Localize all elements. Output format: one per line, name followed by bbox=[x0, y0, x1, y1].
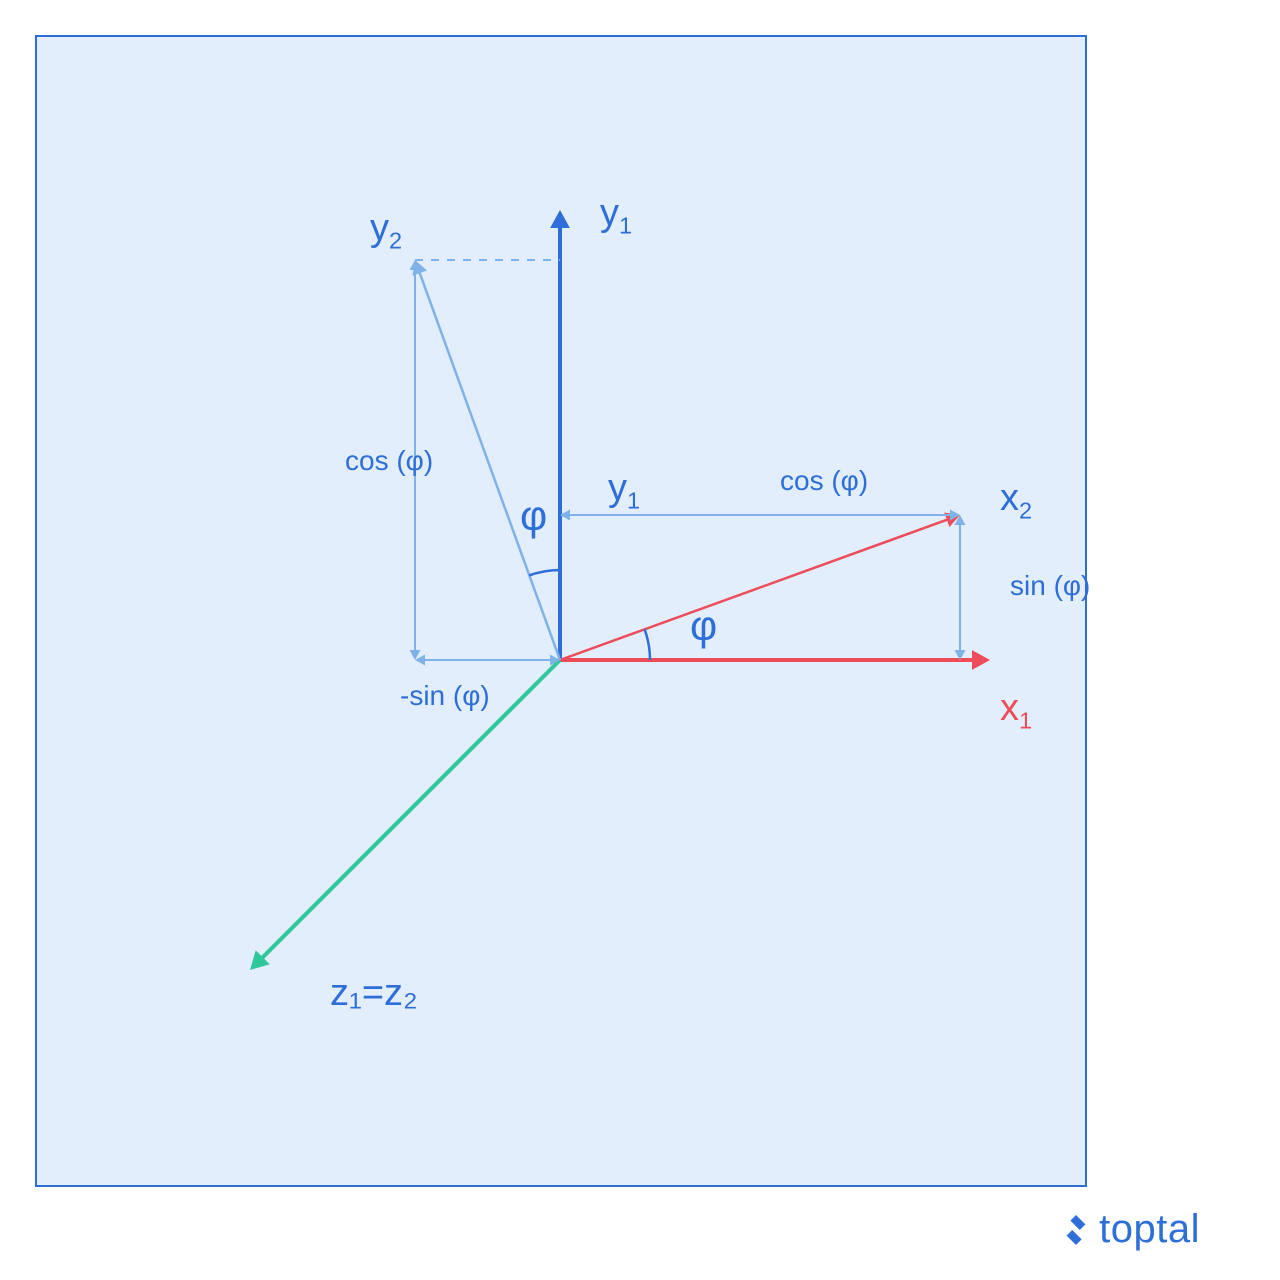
rotation-diagram-svg: y1y2x1x2z₁=z₂φφcos (φ)-sin (φ)y1cos (φ)s… bbox=[0, 0, 1280, 1280]
diagram-canvas: y1y2x1x2z₁=z₂φφcos (φ)-sin (φ)y1cos (φ)s… bbox=[0, 0, 1280, 1280]
svg-text:sin (φ): sin (φ) bbox=[1010, 570, 1090, 601]
svg-text:cos (φ): cos (φ) bbox=[345, 445, 433, 476]
brand-badge: toptal bbox=[1061, 1207, 1200, 1252]
svg-text:φ: φ bbox=[520, 492, 547, 539]
toptal-logo-icon bbox=[1061, 1215, 1091, 1245]
svg-text:cos (φ): cos (φ) bbox=[780, 465, 868, 496]
brand-name: toptal bbox=[1099, 1207, 1200, 1252]
svg-text:φ: φ bbox=[690, 602, 717, 649]
svg-text:z₁=z₂: z₁=z₂ bbox=[330, 972, 418, 1014]
svg-text:-sin (φ): -sin (φ) bbox=[400, 680, 490, 711]
